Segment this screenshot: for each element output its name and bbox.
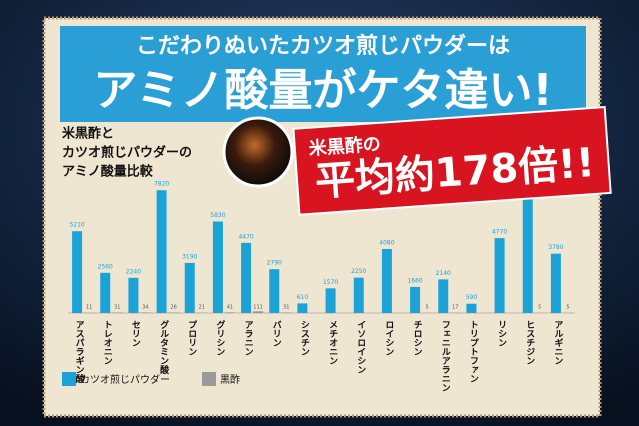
value-label: 5210 [69, 222, 84, 229]
x-tick-label: セリン [130, 320, 141, 347]
x-tick-label: シスチン [299, 320, 310, 356]
bar [494, 238, 505, 313]
vinegar-photo [222, 116, 294, 188]
x-tick-label: ロイシン [383, 320, 394, 356]
bar [550, 253, 561, 313]
bar [466, 303, 477, 313]
value-label: 41 [227, 305, 233, 311]
value-label: 5 [425, 305, 428, 311]
bar [438, 279, 449, 313]
value-label: 17 [452, 305, 458, 311]
bar [325, 288, 336, 313]
legend-swatch [62, 372, 76, 386]
bar [100, 272, 111, 313]
value-label: 2240 [126, 268, 141, 275]
bar [156, 190, 167, 313]
annotation: 米黒酢の [308, 133, 381, 160]
header-band [60, 26, 586, 122]
bar [224, 312, 235, 313]
legend-label: 黒酢 [220, 373, 240, 386]
bar [128, 277, 139, 313]
annotation: カツオ煎じパウダーの [62, 145, 192, 161]
title: こだわりぬいたカツオ煎じパウダーは [136, 33, 510, 59]
bar [297, 303, 308, 313]
value-label: 4080 [379, 239, 394, 246]
legend-swatch [202, 372, 216, 386]
bar [253, 311, 264, 313]
x-tick-label: リシン [496, 320, 507, 347]
highlight-banner: 米黒酢の 平均約178倍!! [292, 106, 612, 216]
value-label: 5 [566, 305, 569, 311]
value-label: 3190 [182, 253, 197, 260]
x-tick-label: チロシン [412, 320, 423, 356]
value-label: 2790 [267, 260, 282, 267]
value-label: 5830 [210, 212, 225, 219]
value-label: 5 [538, 305, 541, 311]
value-label: 590 [466, 294, 478, 301]
x-tick-label: アスパラギン酸 [74, 320, 85, 384]
bar [410, 286, 421, 313]
value-label: 31 [114, 305, 120, 311]
value-label: 1570 [323, 279, 338, 286]
value-label: 111 [253, 305, 263, 311]
value-label: 610 [297, 294, 309, 301]
annotation: 米黒酢と [62, 126, 114, 142]
value-label: 4470 [238, 233, 253, 240]
x-tick-label: プロリン [186, 319, 196, 356]
annotation: アミノ酸量比較 [62, 164, 154, 180]
value-label: 1660 [407, 277, 422, 284]
value-label: 11 [86, 305, 92, 311]
x-tick-label: トリプトファン [468, 320, 478, 383]
value-label: 26 [170, 305, 176, 311]
value-label: 31 [283, 305, 289, 311]
bar [241, 242, 252, 313]
bar [212, 221, 223, 313]
x-tick-label: バリン [271, 320, 282, 347]
bar [353, 277, 364, 313]
subtitle: アミノ酸量がケタ違い! [93, 65, 552, 116]
value-label: 2140 [436, 270, 451, 277]
value-label: 34 [142, 305, 148, 311]
x-tick-label: ヒスチジン [524, 320, 535, 365]
value-label: 2560 [98, 263, 113, 270]
bar [269, 269, 280, 313]
bar [522, 171, 533, 313]
x-tick-label: アルギニン [552, 320, 563, 365]
bar [381, 248, 392, 313]
x-tick-label: トレオニン [102, 320, 113, 365]
x-tick-label: アラニン [243, 320, 254, 356]
value-label: 21 [199, 305, 205, 311]
x-tick-label: イソロイシン [355, 320, 366, 374]
bar [72, 231, 83, 313]
legend-label: カツオ煎じパウダー [80, 373, 170, 386]
bar [184, 262, 195, 313]
value-label: 2250 [351, 268, 366, 275]
banner-box [292, 106, 612, 216]
x-tick-label: メチオニン [327, 320, 338, 365]
x-tick-label: グルタミン酸 [158, 319, 169, 375]
bar [140, 312, 151, 313]
x-tick-label: グリシン [214, 319, 225, 356]
value-label: 7820 [154, 181, 169, 188]
x-tick-label: フェニルアラニン [440, 320, 451, 392]
value-label: 4770 [492, 229, 507, 236]
value-label: 3780 [548, 244, 563, 251]
